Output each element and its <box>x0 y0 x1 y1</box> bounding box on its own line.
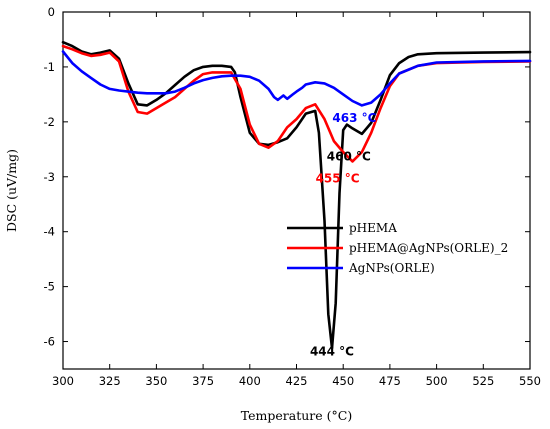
peak-annotation-3: 455 °C <box>316 171 360 185</box>
x-tick-label: 425 <box>286 374 308 388</box>
x-tick-label: 500 <box>426 374 448 388</box>
peak-annotation-4: 463 °C <box>332 111 376 125</box>
y-tick-label: -6 <box>44 335 55 349</box>
axes-layer: 300 325 350 375 400 425 450 475 500 525 550 0 -1 -2 -3… <box>44 5 541 388</box>
annotation-layer: 444 °C 460 °C 455 °C 463 °C <box>310 111 377 358</box>
series-line-3 <box>61 50 532 107</box>
x-tick-label: 400 <box>239 374 261 388</box>
x-tick-label: 300 <box>52 374 74 388</box>
x-tick-label: 450 <box>332 374 354 388</box>
series-line-1 <box>61 40 532 350</box>
y-tick-label: -4 <box>44 225 55 239</box>
y-tick-label: 0 <box>48 5 55 19</box>
legend-label-1: pHEMA <box>349 221 397 235</box>
x-tick-label: 350 <box>145 374 167 388</box>
y-tick-label: -3 <box>44 170 55 184</box>
x-tick-label: 550 <box>519 374 541 388</box>
peak-annotation-2: 460 °C <box>327 149 371 163</box>
legend-label-2: pHEMA@AgNPs(ORLE)_2 <box>349 241 508 255</box>
legend: pHEMA pHEMA@AgNPs(ORLE)_2 AgNPs(ORLE) <box>287 221 508 275</box>
y-tick-label: -1 <box>44 60 55 74</box>
series-line-2 <box>61 44 532 163</box>
y-tick-label: -2 <box>44 115 55 129</box>
peak-annotation-1: 444 °C <box>310 344 354 358</box>
legend-label-3: AgNPs(ORLE) <box>348 261 435 275</box>
x-tick-label: 325 <box>99 374 121 388</box>
y-axis-title: DSC (uV/mg) <box>4 149 19 232</box>
series-layer <box>61 40 532 350</box>
y-tick-label: -5 <box>44 280 55 294</box>
x-axis-title: Temperature (°C) <box>241 408 352 423</box>
x-tick-label: 375 <box>192 374 214 388</box>
x-tick-label: 475 <box>379 374 401 388</box>
plot-frame <box>62 11 531 370</box>
x-tick-label: 525 <box>472 374 494 388</box>
